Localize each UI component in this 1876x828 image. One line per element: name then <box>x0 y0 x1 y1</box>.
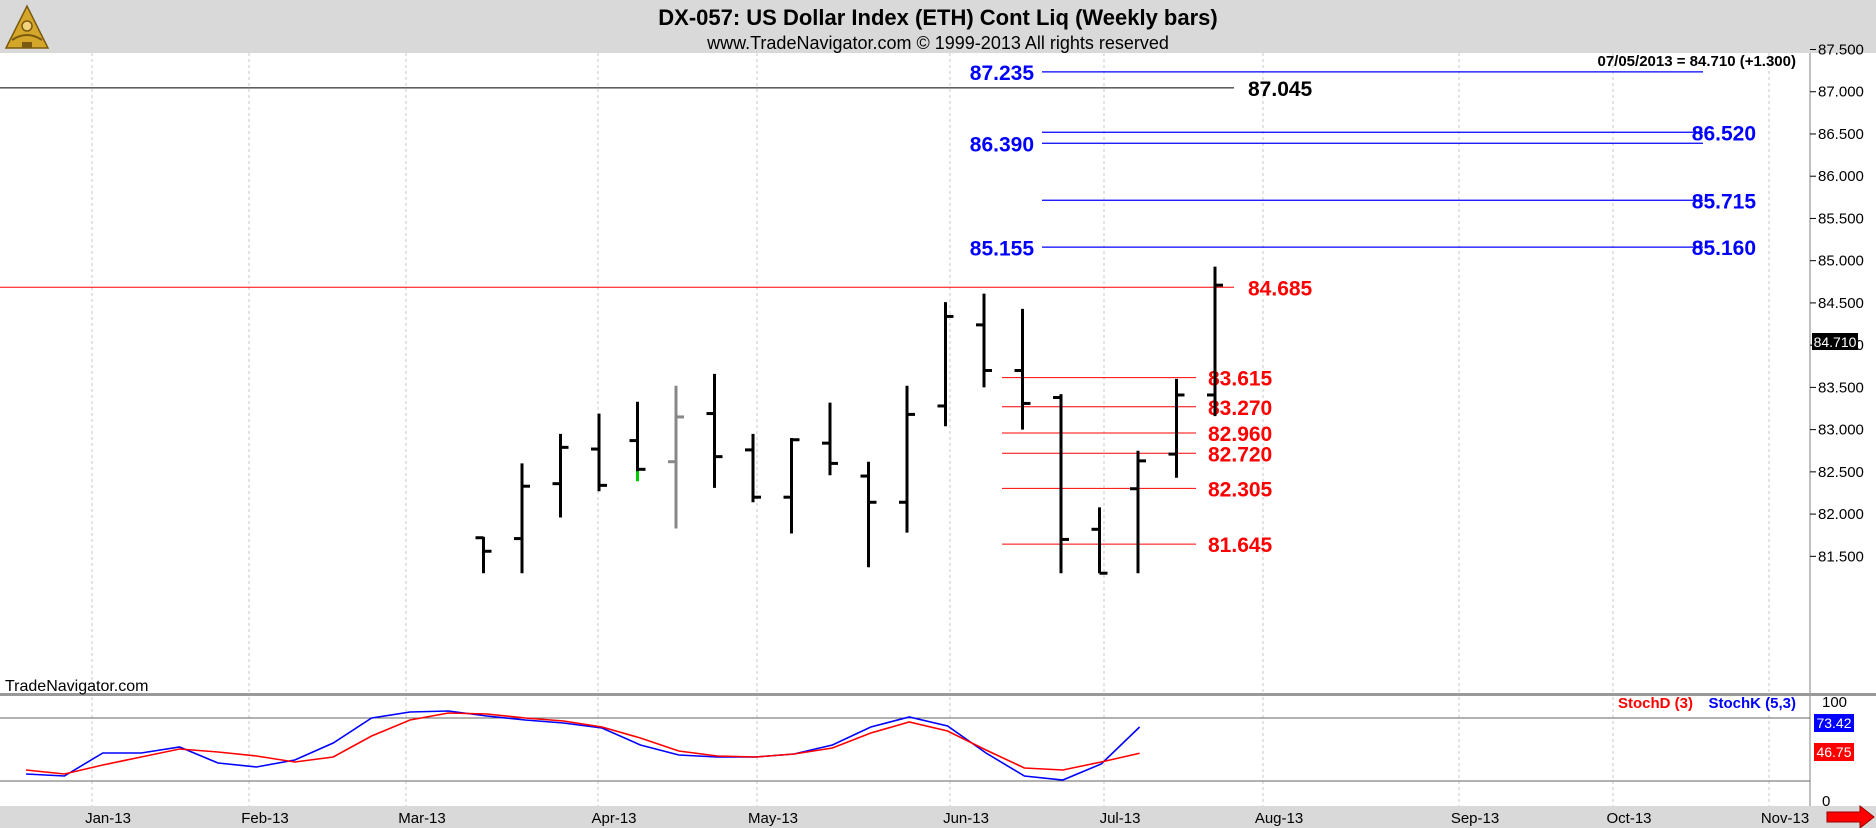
level-label: 87.235 <box>970 62 1035 85</box>
scroll-right-arrow-icon[interactable] <box>1826 804 1875 828</box>
x-tick-label: Mar-13 <box>398 810 446 827</box>
legend-stochk: StochK (5,3) <box>1708 695 1796 712</box>
x-tick-label: Feb-13 <box>241 810 289 827</box>
y-axis-panel <box>1810 53 1876 806</box>
price-badge-box <box>1812 333 1858 350</box>
price-panel <box>0 53 1810 693</box>
y-tick-label: 86.000 <box>1818 168 1864 185</box>
y-tick-label: 82.000 <box>1818 506 1864 523</box>
y-tick-label: 84.500 <box>1818 295 1864 312</box>
y-tick-label: 87.500 <box>1818 42 1864 59</box>
level-label: 83.270 <box>1208 397 1272 420</box>
x-tick-label: Jan-13 <box>85 810 131 827</box>
stoch-y-tick-label: 100 <box>1822 694 1847 711</box>
level-label: 86.520 <box>1692 122 1756 145</box>
sextant-logo-icon <box>4 4 50 49</box>
stoch-line-k <box>25 710 1141 781</box>
x-tick-label: Nov-13 <box>1761 810 1809 827</box>
stochastic-panel <box>0 696 1810 806</box>
level-label: 84.685 <box>1248 277 1313 300</box>
chart-subtitle: www.TradeNavigator.com © 1999-2013 All r… <box>706 33 1169 53</box>
level-label: 86.390 <box>970 133 1034 156</box>
chart-title: DX-057: US Dollar Index (ETH) Cont Liq (… <box>658 5 1217 30</box>
x-tick-label: May-13 <box>748 810 798 827</box>
stoch-y-tick-label: 0 <box>1822 793 1830 810</box>
x-tick-label: Aug-13 <box>1255 810 1303 827</box>
level-label: 87.045 <box>1248 78 1313 101</box>
level-label: 83.615 <box>1208 368 1273 391</box>
level-label: 81.645 <box>1208 534 1273 557</box>
x-tick-label: Oct-13 <box>1606 810 1651 827</box>
y-tick-label: 85.000 <box>1818 253 1864 270</box>
y-tick-label: 81.500 <box>1818 548 1864 565</box>
y-tick-label: 82.500 <box>1818 464 1864 481</box>
y-tick-label: 87.000 <box>1818 84 1864 101</box>
stoch-line-d <box>25 712 1140 775</box>
watermark: TradeNavigator.com <box>5 678 148 695</box>
level-label: 82.960 <box>1208 423 1272 446</box>
stochd-badge-box <box>1814 743 1854 761</box>
level-label: 85.155 <box>970 238 1035 261</box>
last-quote: 07/05/2013 = 84.710 (+1.300) <box>1597 53 1796 70</box>
y-tick-label: 83.000 <box>1818 422 1864 439</box>
level-label: 82.720 <box>1208 443 1272 466</box>
stochd-badge: 46.75 <box>1816 744 1851 760</box>
x-tick-label: Sep-13 <box>1451 810 1499 827</box>
level-label: 85.160 <box>1692 237 1756 260</box>
level-label: 82.305 <box>1208 478 1273 501</box>
y-tick-label: 86.500 <box>1818 126 1864 143</box>
price-badge: 84.710 <box>1814 334 1857 350</box>
stochk-badge-box <box>1814 714 1854 732</box>
x-tick-label: Apr-13 <box>591 810 636 827</box>
x-tick-label: Jul-13 <box>1100 810 1141 827</box>
x-tick-label: Jun-13 <box>943 810 989 827</box>
stochk-badge: 73.42 <box>1816 715 1851 731</box>
level-label: 85.715 <box>1692 190 1757 213</box>
legend-stochd: StochD (3) <box>1618 695 1693 712</box>
y-tick-label: 85.500 <box>1818 210 1864 227</box>
y-tick-label: 83.500 <box>1818 379 1864 396</box>
